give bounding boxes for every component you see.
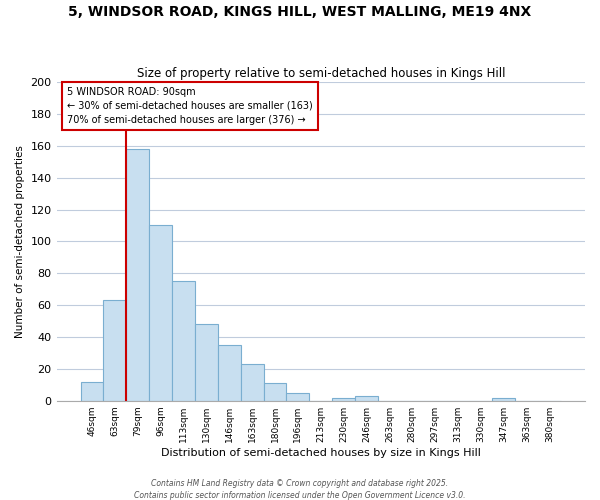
- Bar: [149, 226, 172, 400]
- Text: Contains HM Land Registry data © Crown copyright and database right 2025.
Contai: Contains HM Land Registry data © Crown c…: [134, 478, 466, 500]
- Bar: [241, 364, 263, 401]
- Bar: [286, 392, 310, 400]
- Bar: [195, 324, 218, 400]
- Bar: [103, 300, 127, 400]
- Bar: [355, 396, 378, 400]
- Bar: [263, 383, 286, 400]
- X-axis label: Distribution of semi-detached houses by size in Kings Hill: Distribution of semi-detached houses by …: [161, 448, 481, 458]
- Bar: [332, 398, 355, 400]
- Bar: [80, 382, 103, 400]
- Y-axis label: Number of semi-detached properties: Number of semi-detached properties: [15, 145, 25, 338]
- Text: 5, WINDSOR ROAD, KINGS HILL, WEST MALLING, ME19 4NX: 5, WINDSOR ROAD, KINGS HILL, WEST MALLIN…: [68, 5, 532, 19]
- Bar: [218, 345, 241, 401]
- Text: 5 WINDSOR ROAD: 90sqm
← 30% of semi-detached houses are smaller (163)
70% of sem: 5 WINDSOR ROAD: 90sqm ← 30% of semi-deta…: [67, 87, 313, 125]
- Bar: [127, 149, 149, 401]
- Bar: [493, 398, 515, 400]
- Bar: [172, 281, 195, 400]
- Title: Size of property relative to semi-detached houses in Kings Hill: Size of property relative to semi-detach…: [137, 66, 505, 80]
